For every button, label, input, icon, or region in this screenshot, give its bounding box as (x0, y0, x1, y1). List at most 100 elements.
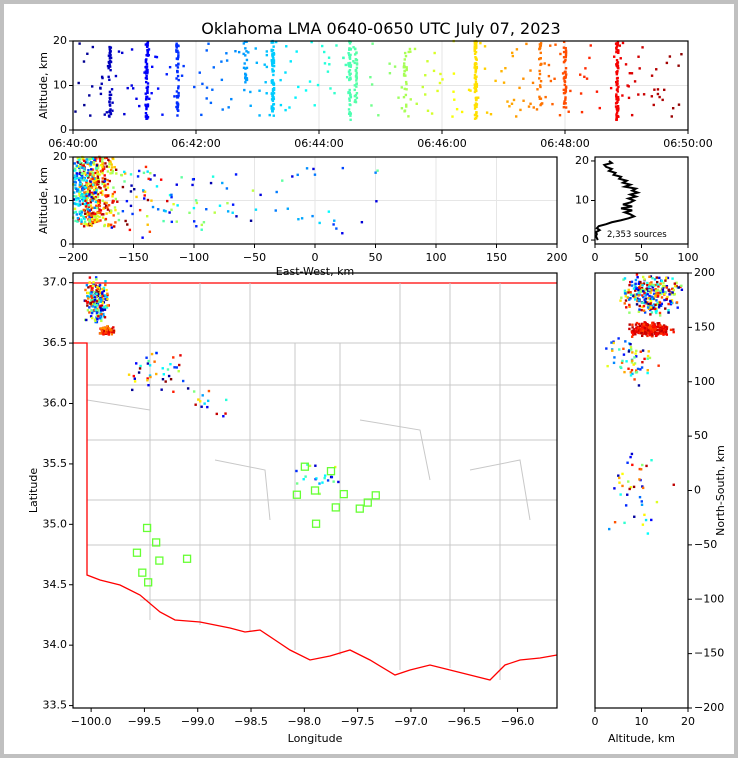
source-point (671, 291, 674, 294)
source-point (452, 90, 455, 93)
source-point (194, 403, 197, 406)
source-point (101, 294, 104, 298)
lma-station-marker (310, 486, 320, 495)
source-point (177, 85, 180, 88)
source-point (626, 296, 630, 300)
source-point (265, 92, 268, 95)
source-point (108, 78, 111, 82)
source-point (90, 212, 93, 215)
source-point (562, 56, 566, 59)
source-point (89, 204, 93, 207)
source-point (95, 320, 99, 324)
source-point (628, 298, 631, 301)
source-point (97, 179, 100, 182)
source-point (177, 78, 180, 82)
source-point (75, 197, 78, 201)
source-point (74, 184, 77, 187)
source-point (326, 70, 330, 73)
source-point (474, 71, 477, 74)
source-point (660, 332, 663, 335)
source-point (234, 173, 238, 176)
source-point (297, 85, 300, 89)
source-point (106, 178, 109, 182)
source-point (665, 286, 669, 289)
source-point (166, 368, 170, 371)
source-point (653, 278, 657, 281)
source-point (82, 225, 86, 228)
source-point (101, 287, 104, 291)
source-point (633, 378, 636, 381)
source-point (206, 405, 209, 409)
lma-station-marker (311, 519, 321, 528)
source-point (424, 93, 427, 96)
source-point (85, 202, 88, 205)
source-point (430, 112, 434, 115)
source-point (121, 210, 125, 213)
source-point (645, 331, 648, 335)
source-point (637, 331, 640, 335)
ew_height-frame (72, 156, 558, 245)
source-point (98, 289, 102, 293)
source-point (641, 46, 644, 49)
source-point (626, 461, 629, 464)
source-point (108, 328, 112, 332)
source-point (632, 287, 636, 290)
source-point (405, 66, 408, 69)
source-point (657, 321, 661, 325)
source-point (631, 359, 634, 362)
source-point (75, 198, 78, 202)
source-point (82, 60, 86, 63)
source-point (672, 330, 675, 334)
source-point (117, 212, 120, 215)
source-point (643, 298, 646, 301)
source-point (347, 64, 351, 68)
source-point (355, 79, 358, 82)
source-point (84, 192, 88, 196)
source-point (619, 57, 622, 60)
x-tick-label: −100 (179, 251, 209, 264)
source-point (663, 292, 666, 295)
source-point (631, 351, 634, 354)
source-point (93, 157, 96, 160)
source-point (564, 55, 568, 59)
source-point (619, 299, 622, 302)
source-point (302, 477, 305, 481)
lma-station-marker (138, 568, 147, 577)
source-point (81, 166, 84, 169)
source-point (107, 75, 110, 79)
source-point (132, 374, 136, 378)
source-point (117, 50, 121, 53)
source-point (291, 175, 294, 178)
source-point (618, 44, 622, 47)
source-point (193, 85, 196, 89)
source-point (646, 306, 650, 309)
source-point (101, 199, 104, 202)
source-point (109, 172, 112, 175)
source-point (131, 212, 134, 216)
source-point (85, 200, 88, 203)
source-point (626, 493, 629, 496)
source-point (323, 476, 326, 480)
source-point (564, 98, 567, 101)
source-point (323, 474, 327, 477)
source-point (94, 167, 98, 170)
source-point (376, 169, 379, 172)
source-point (672, 288, 675, 292)
source-point (180, 74, 184, 77)
source-point (107, 66, 110, 70)
source-point (638, 331, 641, 335)
y-tick-label: 33.5 (43, 699, 68, 712)
source-point (105, 204, 108, 207)
source-point (614, 102, 618, 105)
source-point (485, 111, 489, 114)
x-tick-label: −150 (118, 251, 148, 264)
source-point (96, 307, 99, 311)
source-point (151, 205, 155, 209)
source-point (653, 330, 657, 333)
source-point (94, 320, 97, 324)
source-point (225, 398, 228, 402)
source-point (508, 105, 511, 108)
source-point (551, 102, 554, 106)
source-point (112, 331, 116, 334)
source-point (146, 45, 149, 49)
